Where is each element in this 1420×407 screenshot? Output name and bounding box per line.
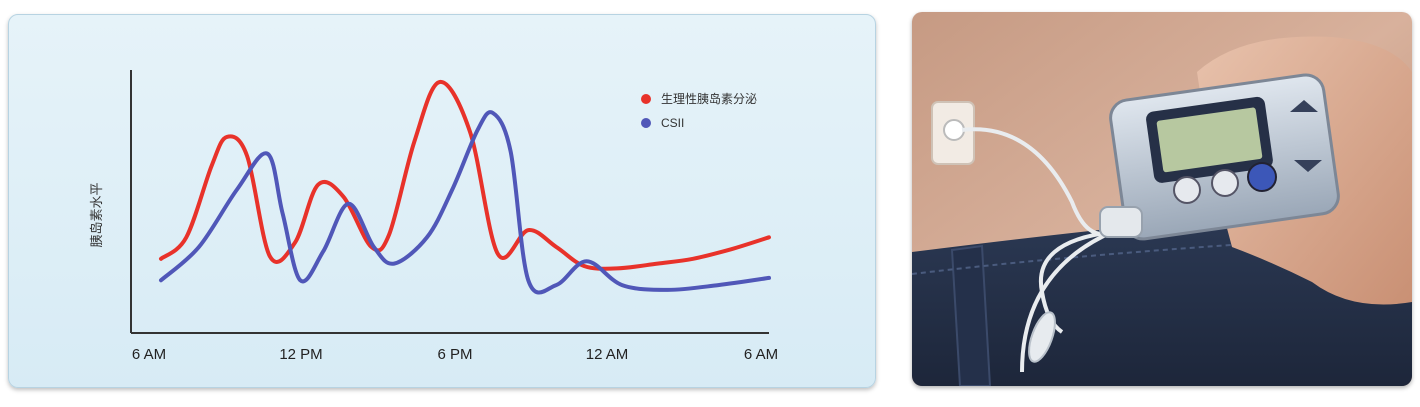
x-tick-label: 12 AM — [586, 346, 629, 363]
y-axis-label: 胰岛素水平 — [89, 182, 104, 247]
legend-swatch — [641, 94, 651, 104]
x-tick-label: 6 AM — [744, 346, 778, 363]
jeans-seam — [912, 233, 1412, 275]
legend-label: 生理性胰岛素分泌 — [661, 91, 757, 106]
series-line-csii — [159, 110, 771, 295]
pump-reservoir-cap — [1099, 206, 1143, 238]
tubing-connector — [1028, 311, 1056, 363]
legend-swatch — [641, 118, 651, 128]
pump-arrow-down — [1294, 160, 1322, 172]
series-line-physiological — [159, 80, 771, 271]
insulin-chart-panel: 6 AM 12 PM 6 PM 12 AM 6 AM 生理性胰岛素分泌 CSII 胰岛素水… — [8, 14, 876, 388]
pump-arrow-up — [1290, 100, 1318, 112]
pump-button-act — [1247, 162, 1277, 192]
x-tick-label: 6 PM — [437, 346, 472, 363]
x-tick-label: 12 PM — [279, 346, 322, 363]
pump-button-left — [1173, 176, 1201, 204]
pump-screen — [1156, 107, 1263, 173]
legend-label: CSII — [661, 116, 684, 130]
infusion-site-cannula — [943, 119, 965, 141]
insulin-line-chart: 6 AM 12 PM 6 PM 12 AM 6 AM 生理性胰岛素分泌 CSII 胰岛素水… — [89, 70, 778, 363]
insulin-pump-photo — [912, 12, 1412, 386]
belt-loop — [950, 244, 992, 386]
x-tick-label: 6 AM — [132, 346, 166, 363]
pump-button-middle — [1211, 169, 1239, 197]
infusion-tubing-lower — [1020, 230, 1113, 373]
